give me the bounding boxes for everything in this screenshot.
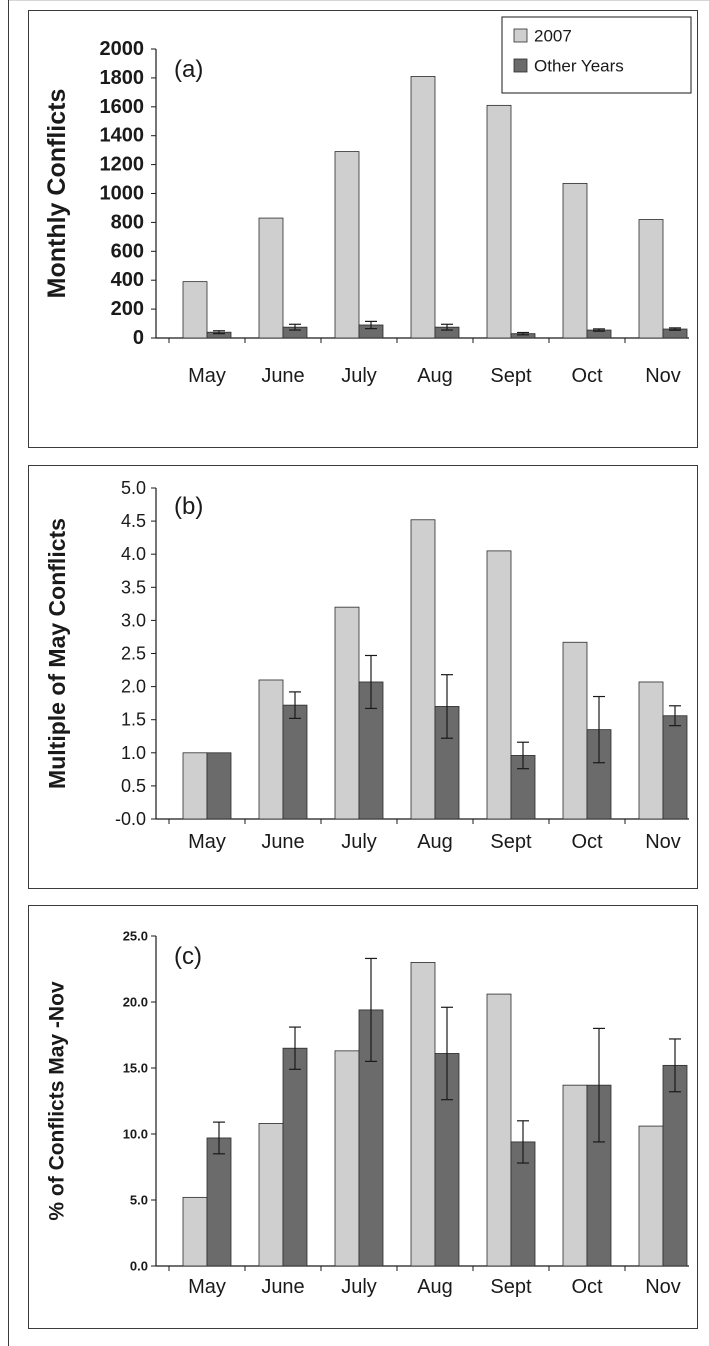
page-border-top [8,0,709,1]
bar-2007 [334,606,360,820]
y-tick-label: 0.0 [130,1259,148,1274]
legend-swatch-2007 [513,28,528,43]
x-tick-label: Sept [490,1276,532,1298]
x-tick-label: Nov [645,365,681,387]
monthly-conflicts-chart: Monthly Conflicts (a) 0 200 400 600 800 1000 120… [43,16,692,387]
x-tick-label: Nov [645,831,681,853]
y-tick-label: 10.0 [123,1127,148,1142]
bar-2007 [258,1123,284,1267]
x-tick-label: June [261,831,304,853]
y-tick-label: 1600 [100,96,145,118]
legend-label-2007: 2007 [534,27,572,46]
y-tick-label: 1200 [100,154,145,176]
y-tick-label: 1.5 [121,710,146,730]
x-tick-label: Aug [417,1276,453,1298]
x-tick-label: July [341,1276,377,1298]
bar-2007 [486,550,512,820]
bar-other-years [282,704,308,820]
chart-panel-a: Monthly Conflicts (a) 0 200 400 600 800 1000 120… [28,10,698,448]
y-tick-label: 2.5 [121,644,146,664]
bar-2007 [486,993,512,1267]
bar-2007 [562,1084,588,1267]
x-tick-label: Sept [490,831,532,853]
y-tick-label: 25.0 [123,929,148,944]
y-tick-label: 1000 [100,183,145,205]
bar-2007 [410,76,436,339]
y-tick-label: 3.0 [121,610,146,630]
y-tick-label: 15.0 [123,1061,148,1076]
x-tick-label: Sept [490,365,532,387]
y-tick-label: 1.0 [121,743,146,763]
bar-2007 [410,519,436,820]
multiple-of-may-chart: Multiple of May Conflicts (b) -0.0 0.5 1.0 1.… [44,478,689,853]
x-tick-label: July [341,365,377,387]
bar-2007 [562,641,588,820]
y-tick-label: -0.0 [115,809,146,829]
y-axis-label: Monthly Conflicts [43,89,71,299]
legend-box [501,16,692,94]
y-tick-label: 400 [111,269,144,291]
x-tick-label: June [261,365,304,387]
y-tick-label: 20.0 [123,995,148,1010]
bar-2007 [258,217,284,339]
y-tick-label: 4.5 [121,511,146,531]
y-tick-label: 3.5 [121,577,146,597]
bar-2007 [334,1050,360,1267]
bar-2007 [638,1125,664,1267]
bar-2007 [638,681,664,820]
legend-label-other-years: Other Years [534,57,624,76]
percent-conflicts-chart: % of Conflicts May -Nov (c) 0.0 5.0 10.0 15.0… [46,929,689,1298]
x-tick-label: Oct [571,1276,603,1298]
bar-2007 [182,281,208,339]
panel-label: (a) [174,56,203,83]
chart-panel-b: Multiple of May Conflicts (b) -0.0 0.5 1.0 1.… [28,465,698,889]
x-tick-label: Aug [417,831,453,853]
page-border-left [8,0,9,1346]
bar-2007 [410,962,436,1267]
y-tick-label: 0.5 [121,776,146,796]
bar-other-years [662,715,688,820]
x-tick-label: May [188,1276,226,1298]
bar-2007 [486,104,512,339]
y-tick-label: 4.0 [121,544,146,564]
bar-2007 [182,752,208,820]
x-tick-label: Oct [571,365,603,387]
bar-2007 [258,679,284,820]
x-tick-label: May [188,365,226,387]
y-tick-label: 600 [111,240,144,262]
y-tick-label: 1400 [100,125,145,147]
bar-other-years [206,752,232,820]
y-tick-label: 2000 [100,38,145,60]
y-tick-label: 1800 [100,67,145,89]
x-tick-label: Aug [417,365,453,387]
y-axis-label: Multiple of May Conflicts [44,518,70,789]
bar-other-years [282,1047,308,1267]
x-tick-label: Nov [645,1276,681,1298]
bar-2007 [334,151,360,339]
bar-other-years [206,1137,232,1267]
y-tick-label: 2.0 [121,677,146,697]
x-tick-label: July [341,831,377,853]
y-axis-label: % of Conflicts May -Nov [46,981,69,1221]
y-tick-label: 0 [133,327,144,349]
y-tick-label: 5.0 [130,1193,148,1208]
y-tick-label: 200 [111,298,144,320]
bar-2007 [562,182,588,339]
bar-other-years [662,1064,688,1267]
chart-panel-c: % of Conflicts May -Nov (c) 0.0 5.0 10.0 15.0… [28,905,698,1329]
panel-label: (c) [174,943,202,970]
x-tick-label: June [261,1276,304,1298]
x-tick-label: Oct [571,831,603,853]
bar-2007 [638,219,664,339]
x-tick-label: May [188,831,226,853]
y-tick-label: 800 [111,211,144,233]
y-tick-label: 5.0 [121,478,146,498]
legend-swatch-other-years [513,58,528,73]
panel-label: (b) [174,493,203,520]
bar-2007 [182,1196,208,1267]
